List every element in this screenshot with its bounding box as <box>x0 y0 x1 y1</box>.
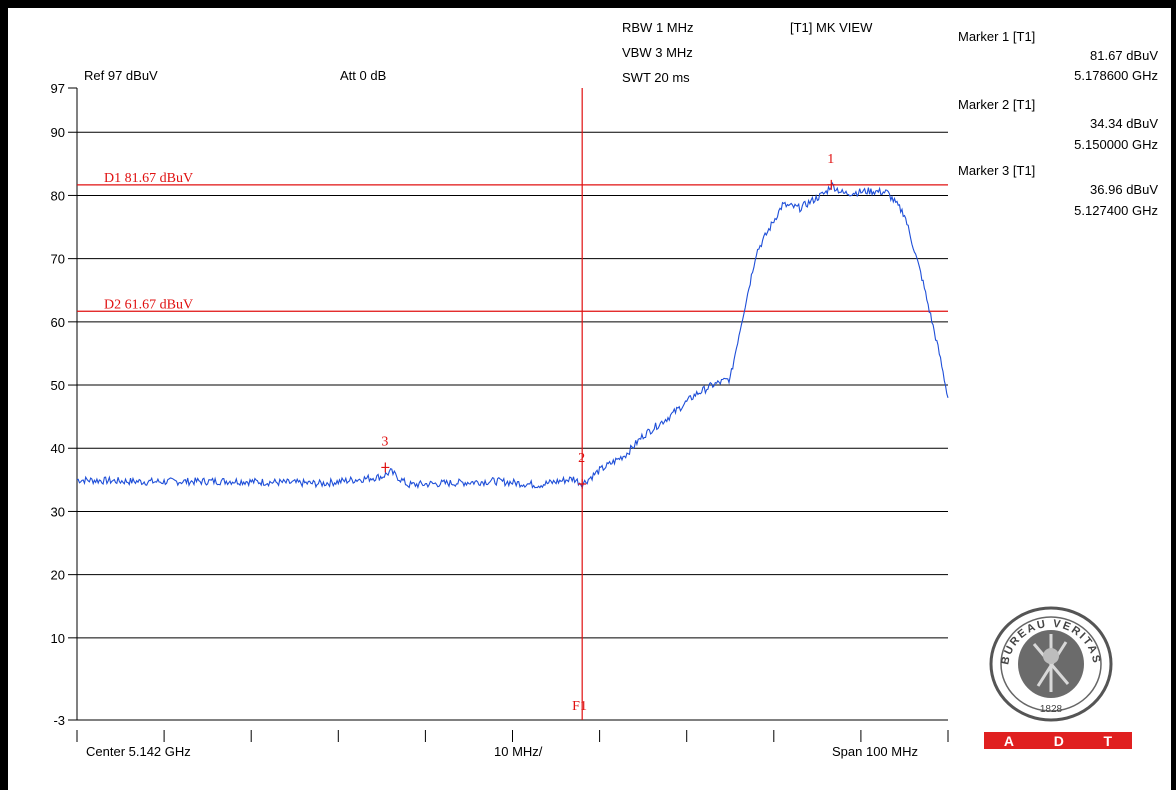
marker-2-level: 34.34 dBuV <box>1090 116 1158 131</box>
y-tick-label: 90 <box>51 125 65 140</box>
y-tick-label: 40 <box>51 441 65 456</box>
y-tick-label: 10 <box>51 631 65 646</box>
division-label: 10 MHz/ <box>494 744 543 759</box>
marker-2-freq: 5.150000 GHz <box>1074 137 1158 152</box>
marker-3-title: Marker 3 [T1] <box>958 163 1036 178</box>
span-label: Span 100 MHz <box>832 744 918 759</box>
frequency-line-f1-label: F1 <box>572 699 587 714</box>
view-label: [T1] MK VIEW <box>790 20 873 35</box>
y-tick-label: 50 <box>51 378 65 393</box>
marker-1-symbol <box>827 179 836 190</box>
marker-1-freq: 5.178600 GHz <box>1074 68 1158 83</box>
y-tick-label: 60 <box>51 315 65 330</box>
adt-letter-d: D <box>1053 732 1064 749</box>
adt-band: A D T <box>984 732 1132 749</box>
marker-2-label: 2 <box>578 451 585 466</box>
display-line-d1-label: D1 81.67 dBuV <box>104 171 193 186</box>
y-tick-label: 70 <box>51 252 65 267</box>
bureau-veritas-logo: BUREAU VERITAS 1828 <box>989 606 1113 722</box>
display-line-d2-label: D2 61.67 dBuV <box>104 297 193 312</box>
marker-2-title: Marker 2 [T1] <box>958 97 1036 112</box>
y-tick-label: 97 <box>51 81 65 96</box>
marker-3-freq: 5.127400 GHz <box>1074 203 1158 218</box>
trace-t1 <box>76 181 949 490</box>
marker-3-label: 3 <box>381 434 388 449</box>
vbw-label: VBW 3 MHz <box>622 45 693 60</box>
adt-letter-a: A <box>1003 732 1014 749</box>
ref-level-label: Ref 97 dBuV <box>84 68 158 83</box>
marker-2-symbol <box>578 479 587 490</box>
y-tick-label: 30 <box>51 504 65 519</box>
y-tick-label: 20 <box>51 568 65 583</box>
y-tick-label: 80 <box>51 188 65 203</box>
marker-1-title: Marker 1 [T1] <box>958 29 1036 44</box>
marker-1-label: 1 <box>827 152 834 167</box>
adt-band-background <box>984 732 1132 749</box>
swt-label: SWT 20 ms <box>622 70 690 85</box>
attenuation-label: Att 0 dB <box>340 68 387 83</box>
marker-3-level: 36.96 dBuV <box>1090 182 1158 197</box>
center-frequency-label: Center 5.142 GHz <box>86 744 191 759</box>
adt-letter-t: T <box>1103 732 1113 749</box>
y-tick-label: -3 <box>53 713 65 728</box>
logo-year: 1828 <box>1040 704 1063 715</box>
marker-3-symbol <box>381 462 390 473</box>
marker-1-level: 81.67 dBuV <box>1090 48 1158 63</box>
rbw-label: RBW 1 MHz <box>622 20 694 35</box>
